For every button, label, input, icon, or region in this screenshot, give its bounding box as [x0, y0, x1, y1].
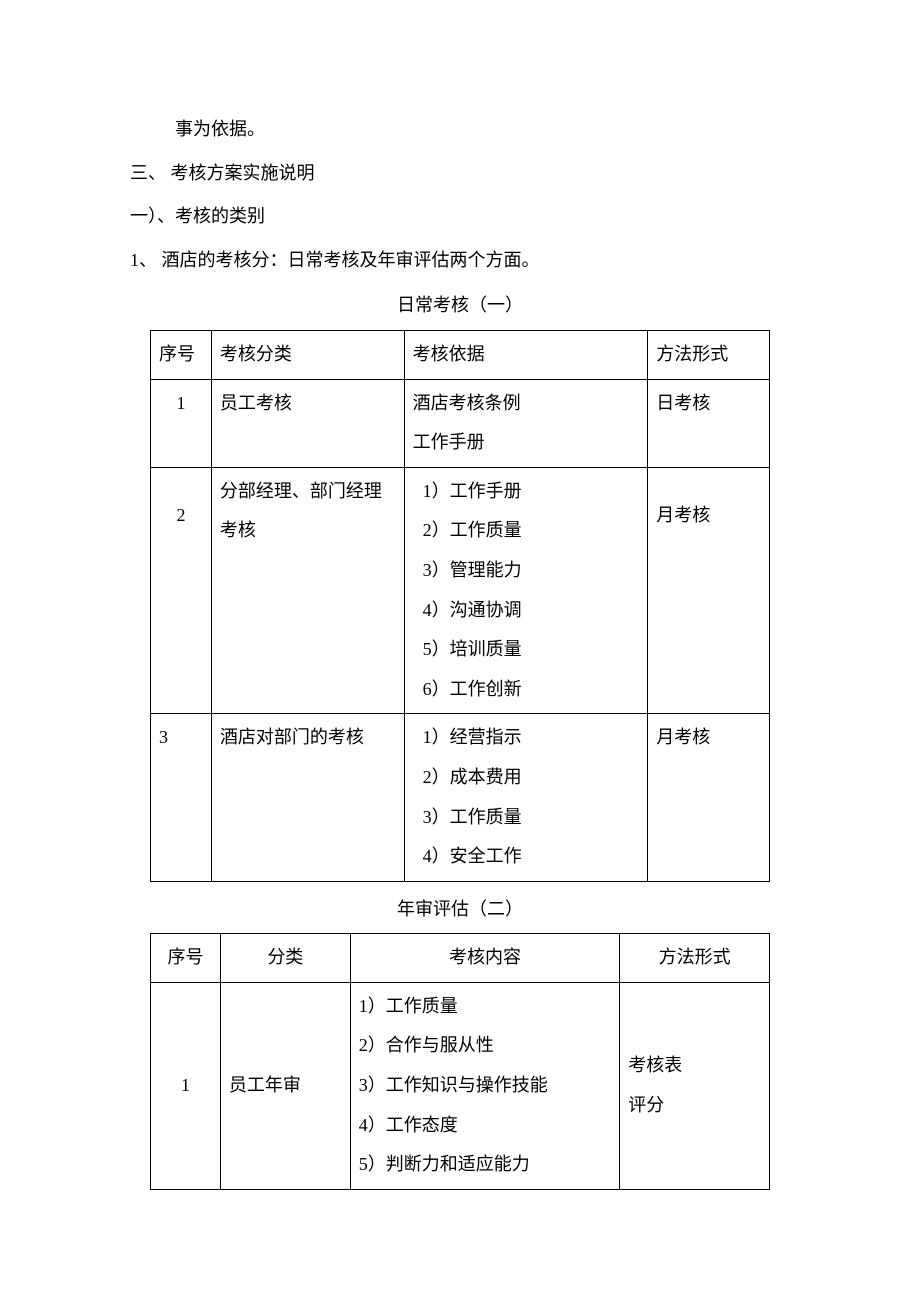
cell-num: 1 [151, 982, 221, 1189]
cell-category: 分部经理、部门经理考核 [211, 467, 404, 714]
cell-num: 3 [151, 714, 212, 881]
continuation-line: 事为依据。 [130, 110, 790, 150]
basis-item: 工作手册 [413, 423, 640, 463]
cell-basis: 1）经营指示 2）成本费用 3）工作质量 4）安全工作 [404, 714, 648, 881]
content-item: 5）判断力和适应能力 [359, 1145, 612, 1185]
cell-num: 1 [151, 379, 212, 467]
cell-method: 考核表 评分 [620, 982, 770, 1189]
subheading-1: 一）、考核的类别 [130, 197, 790, 237]
basis-item: 3）工作质量 [423, 798, 640, 838]
cell-method: 月考核 [648, 467, 770, 714]
header-method: 方法形式 [620, 934, 770, 983]
basis-item: 1）经营指示 [423, 718, 640, 758]
header-category: 考核分类 [211, 330, 404, 379]
basis-item: 酒店考核条例 [413, 384, 640, 424]
content-item: 3）工作知识与操作技能 [359, 1066, 612, 1106]
content-item: 2）合作与服从性 [359, 1026, 612, 1066]
cell-content: 1）工作质量 2）合作与服从性 3）工作知识与操作技能 4）工作态度 5）判断力… [350, 982, 620, 1189]
cell-basis: 1）工作手册 2）工作质量 3）管理能力 4）沟通协调 5）培训质量 6）工作创… [404, 467, 648, 714]
heading-3: 三、 考核方案实施说明 [130, 154, 790, 194]
header-num: 序号 [151, 330, 212, 379]
cell-method: 月考核 [648, 714, 770, 881]
list-item-1: 1、 酒店的考核分：日常考核及年审评估两个方面。 [130, 241, 790, 281]
content-item: 4）工作态度 [359, 1106, 612, 1146]
header-content: 考核内容 [350, 934, 620, 983]
cell-category: 员工考核 [211, 379, 404, 467]
table-row: 2 分部经理、部门经理考核 1）工作手册 2）工作质量 3）管理能力 4）沟通协… [151, 467, 770, 714]
basis-item: 2）成本费用 [423, 758, 640, 798]
header-method: 方法形式 [648, 330, 770, 379]
content-item: 1）工作质量 [359, 987, 612, 1027]
basis-item: 2）工作质量 [423, 511, 640, 551]
table-header-row: 序号 分类 考核内容 方法形式 [151, 934, 770, 983]
basis-item: 5）培训质量 [423, 630, 640, 670]
table-header-row: 序号 考核分类 考核依据 方法形式 [151, 330, 770, 379]
basis-item: 6）工作创新 [423, 670, 640, 710]
cell-method: 日考核 [648, 379, 770, 467]
cell-category: 员工年审 [220, 982, 350, 1189]
header-num: 序号 [151, 934, 221, 983]
table-row: 1 员工年审 1）工作质量 2）合作与服从性 3）工作知识与操作技能 4）工作态… [151, 982, 770, 1189]
header-basis: 考核依据 [404, 330, 648, 379]
table-row: 3 酒店对部门的考核 1）经营指示 2）成本费用 3）工作质量 4）安全工作 月… [151, 714, 770, 881]
table2-title: 年审评估（二） [130, 890, 790, 930]
table1-title: 日常考核（一） [130, 286, 790, 326]
cell-category: 酒店对部门的考核 [211, 714, 404, 881]
header-category: 分类 [220, 934, 350, 983]
table-annual-review: 序号 分类 考核内容 方法形式 1 员工年审 1）工作质量 2）合作与服从性 3… [150, 933, 770, 1190]
basis-item: 3）管理能力 [423, 551, 640, 591]
table-daily-assessment: 序号 考核分类 考核依据 方法形式 1 员工考核 酒店考核条例 工作手册 日考核… [150, 330, 770, 882]
basis-item: 4）安全工作 [423, 837, 640, 877]
basis-item: 4）沟通协调 [423, 591, 640, 631]
table-row: 1 员工考核 酒店考核条例 工作手册 日考核 [151, 379, 770, 467]
cell-basis: 酒店考核条例 工作手册 [404, 379, 648, 467]
basis-item: 1）工作手册 [423, 472, 640, 512]
cell-num: 2 [151, 467, 212, 714]
